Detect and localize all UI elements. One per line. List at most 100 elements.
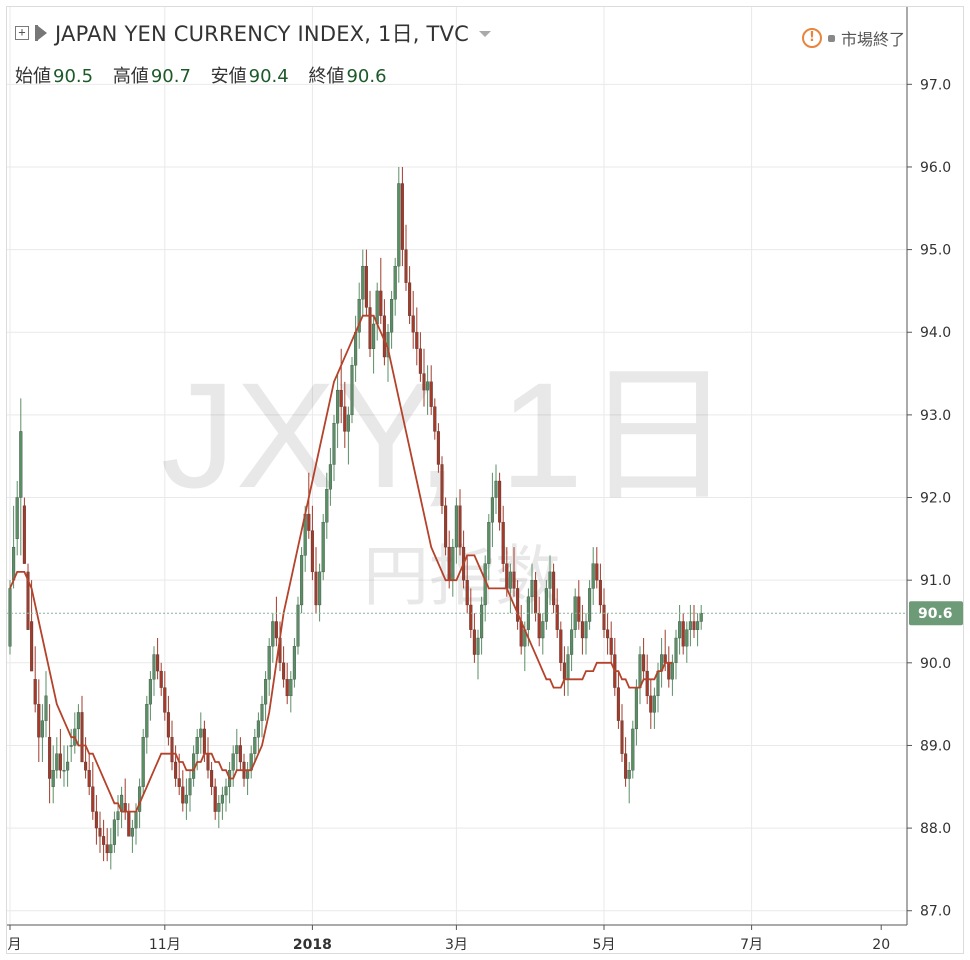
candle-body — [415, 332, 419, 349]
candle — [591, 547, 595, 605]
candle — [530, 563, 534, 614]
candle-body — [361, 265, 365, 300]
candle-body — [685, 629, 689, 647]
candle — [339, 348, 343, 424]
candle — [566, 646, 570, 696]
candle-body — [454, 505, 458, 548]
candle-body — [411, 315, 415, 333]
price-chart[interactable]: JXY, 1日 円指数 87.0 88.0 89.0 90.0 91.0 92.0 93.0… — [7, 7, 964, 954]
candle-body — [105, 844, 109, 854]
candle — [397, 166, 401, 283]
candle-body — [256, 720, 260, 738]
candle — [33, 646, 37, 713]
candle-body — [339, 389, 343, 407]
candle — [595, 547, 599, 589]
candle-body — [159, 670, 163, 688]
candle-body — [22, 505, 26, 564]
candle-body — [318, 571, 322, 606]
expand-icon[interactable]: + — [15, 26, 29, 40]
chevron-down-icon[interactable] — [478, 31, 491, 37]
candle — [94, 795, 98, 845]
candle — [609, 621, 613, 663]
candle — [148, 671, 152, 721]
high-value: 90.7 — [150, 66, 191, 87]
candle — [415, 307, 419, 366]
candle-body — [30, 621, 34, 672]
candle-body — [282, 662, 286, 680]
candle-body — [163, 687, 167, 713]
candle-body — [447, 546, 451, 581]
candle — [674, 629, 678, 680]
candle — [652, 687, 656, 729]
candle-body — [328, 464, 332, 490]
chart-frame[interactable]: JXY, 1日 円指数 87.0 88.0 89.0 90.0 91.0 92.0 93.0… — [6, 6, 964, 954]
x-tick-label: 7月 — [740, 937, 763, 953]
candle — [364, 249, 368, 316]
candle-body — [372, 323, 376, 349]
x-tick-label: 2018 — [293, 937, 332, 953]
candle-body — [274, 621, 278, 639]
candle-body — [512, 571, 516, 589]
candle — [37, 679, 41, 762]
candle — [87, 753, 91, 796]
candle — [145, 695, 149, 754]
candle-body — [217, 803, 221, 812]
candle-body — [235, 745, 239, 754]
flag-icon[interactable] — [35, 25, 49, 41]
candle — [501, 505, 505, 572]
candle — [285, 662, 289, 705]
candle-body — [289, 679, 293, 697]
candle-body — [210, 770, 214, 787]
candle-body — [505, 563, 509, 589]
candle-body — [224, 786, 228, 796]
candle-body — [170, 737, 174, 763]
candle-body — [354, 332, 358, 366]
candle-body — [15, 497, 19, 539]
candle-body — [109, 844, 113, 854]
candle — [516, 580, 520, 630]
x-tick-label: 3月 — [445, 937, 468, 953]
candle — [343, 381, 347, 448]
candle — [318, 563, 322, 622]
candle-body — [541, 621, 545, 639]
candle-body — [548, 571, 552, 589]
chart-title[interactable]: JAPAN YEN CURRENCY INDEX, 1日, TVC — [55, 22, 469, 46]
y-tick-label: 92.0 — [920, 491, 951, 507]
candle-body — [397, 183, 401, 267]
candle-body — [620, 720, 624, 754]
candle-body — [674, 637, 678, 663]
candle — [44, 671, 48, 738]
candle — [235, 728, 239, 771]
symbol-header[interactable]: + JAPAN YEN CURRENCY INDEX, 1日, TVC — [15, 20, 491, 46]
candle — [508, 563, 512, 614]
candle — [62, 745, 66, 787]
candle-body — [627, 770, 631, 779]
price-axis[interactable]: 87.0 88.0 89.0 90.0 91.0 92.0 93.0 94.0 95.0 96.0… — [906, 7, 951, 925]
candle — [321, 514, 325, 581]
candle — [606, 613, 610, 655]
candle-body — [426, 381, 430, 391]
candle-body — [408, 282, 412, 316]
candle-body — [534, 580, 538, 614]
candle — [490, 472, 494, 548]
candle-body — [152, 654, 156, 680]
candle-body — [390, 299, 394, 333]
candle — [469, 588, 473, 639]
candle-body — [400, 183, 404, 250]
candle — [357, 282, 361, 349]
candle-body — [699, 613, 703, 622]
candle — [436, 423, 440, 473]
candle — [105, 828, 109, 862]
candle-body — [307, 513, 311, 531]
candle — [15, 481, 19, 556]
candle-body — [80, 712, 84, 763]
candle — [238, 737, 242, 771]
y-tick-label: 93.0 — [920, 408, 951, 424]
time-axis[interactable]: 9月 11月 2018 3月 5月 7月 20 — [7, 924, 907, 953]
candle — [296, 596, 300, 655]
candle-body — [231, 753, 235, 771]
candle — [282, 646, 286, 688]
candle — [692, 604, 696, 639]
candle — [184, 778, 188, 820]
warning-icon[interactable]: ! — [801, 28, 822, 48]
